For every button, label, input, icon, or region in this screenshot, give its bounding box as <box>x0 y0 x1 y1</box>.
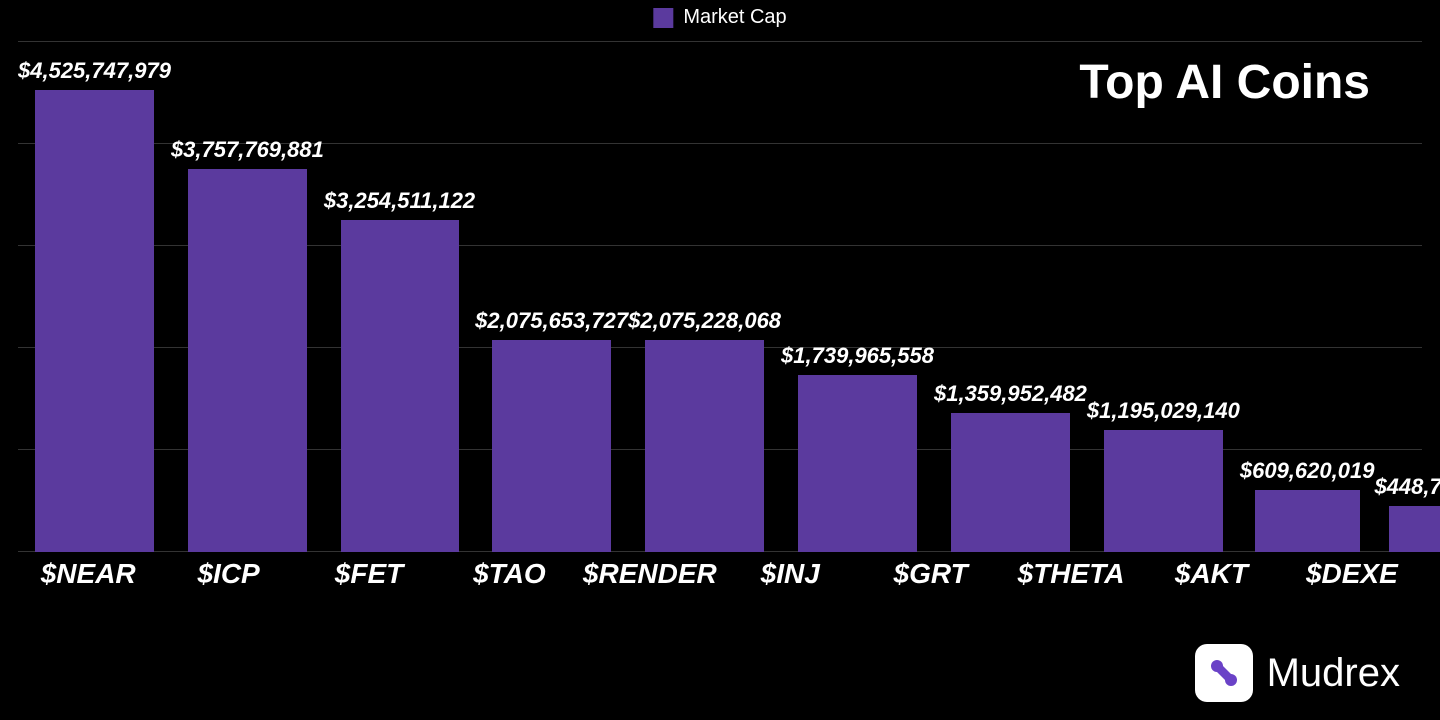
x-label-slot: $FET <box>299 558 439 590</box>
x-axis-label: $INJ <box>761 558 820 589</box>
x-label-slot: $THETA <box>1001 558 1141 590</box>
bar-value-label: $3,254,511,122 <box>324 188 475 214</box>
x-axis-labels: $NEAR $ICP $FET $TAO $RENDER $INJ $GRT $THETA $A… <box>18 558 1422 590</box>
bar-slot: $1,359,952,482 <box>934 42 1087 552</box>
x-axis-label: $RENDER <box>583 558 717 589</box>
x-label-slot: $AKT <box>1141 558 1281 590</box>
bar <box>798 375 917 552</box>
bar-value-label: $1,359,952,482 <box>934 381 1087 407</box>
bar-value-label: $4,525,747,979 <box>18 58 171 84</box>
x-label-slot: $ICP <box>158 558 298 590</box>
bar-slot: $2,075,228,068 <box>628 42 781 552</box>
bar <box>1104 430 1223 552</box>
bar <box>188 169 307 552</box>
brand: Mudrex <box>1195 644 1400 702</box>
bar-value-label: $2,075,228,068 <box>628 308 781 334</box>
x-label-slot: $INJ <box>720 558 860 590</box>
bar <box>951 413 1070 552</box>
bar-slot: $3,254,511,122 <box>324 42 475 552</box>
x-label-slot: $GRT <box>860 558 1000 590</box>
x-axis-label: $FET <box>335 558 403 589</box>
bar-value-label: $2,075,653,727 <box>475 308 628 334</box>
x-label-slot: $RENDER <box>580 558 720 590</box>
x-axis-label: $AKT <box>1175 558 1248 589</box>
chart-area: $4,525,747,979 $3,757,769,881$3,254,511,1… <box>18 42 1422 552</box>
bar-value-label: $1,195,029,140 <box>1087 398 1240 424</box>
x-label-slot: $NEAR <box>18 558 158 590</box>
x-axis-label: $ICP <box>197 558 259 589</box>
bar-slot: $3,757,769,881 <box>171 42 324 552</box>
x-axis-label: $GRT <box>894 558 968 589</box>
bar-slot: $4,525,747,979 <box>18 42 171 552</box>
x-label-slot: $DEXE <box>1282 558 1422 590</box>
legend-swatch <box>653 8 673 28</box>
bar-slot: $1,739,965,558 <box>781 42 934 552</box>
bar <box>492 340 611 552</box>
legend-label: Market Cap <box>683 6 786 29</box>
brand-name: Mudrex <box>1267 651 1400 696</box>
x-label-slot: $TAO <box>439 558 579 590</box>
bar <box>341 220 459 552</box>
x-axis-label: $THETA <box>1018 558 1125 589</box>
bar-value-label: $3,757,769,881 <box>171 137 324 163</box>
x-axis-label: $NEAR <box>41 558 136 589</box>
legend: Market Cap <box>653 6 786 29</box>
brand-logo-icon <box>1195 644 1253 702</box>
bar-value-label: $609,620,019 <box>1240 458 1375 484</box>
bar-slot: $1,195,029,140 <box>1087 42 1240 552</box>
bar-value-label: $448,796,615 <box>1374 474 1440 500</box>
bar <box>1389 506 1440 552</box>
x-axis-label: $TAO <box>473 558 546 589</box>
bar-slot: $2,075,653,727 <box>475 42 628 552</box>
bar <box>35 90 154 552</box>
bar <box>1255 490 1360 552</box>
bar <box>645 340 764 552</box>
bars-container: $4,525,747,979 $3,757,769,881$3,254,511,1… <box>18 42 1422 552</box>
bar-slot: $448,796,615 <box>1374 42 1440 552</box>
bar-value-label: $1,739,965,558 <box>781 343 934 369</box>
x-axis-label: $DEXE <box>1306 558 1398 589</box>
bar-slot: $609,620,019 <box>1240 42 1375 552</box>
